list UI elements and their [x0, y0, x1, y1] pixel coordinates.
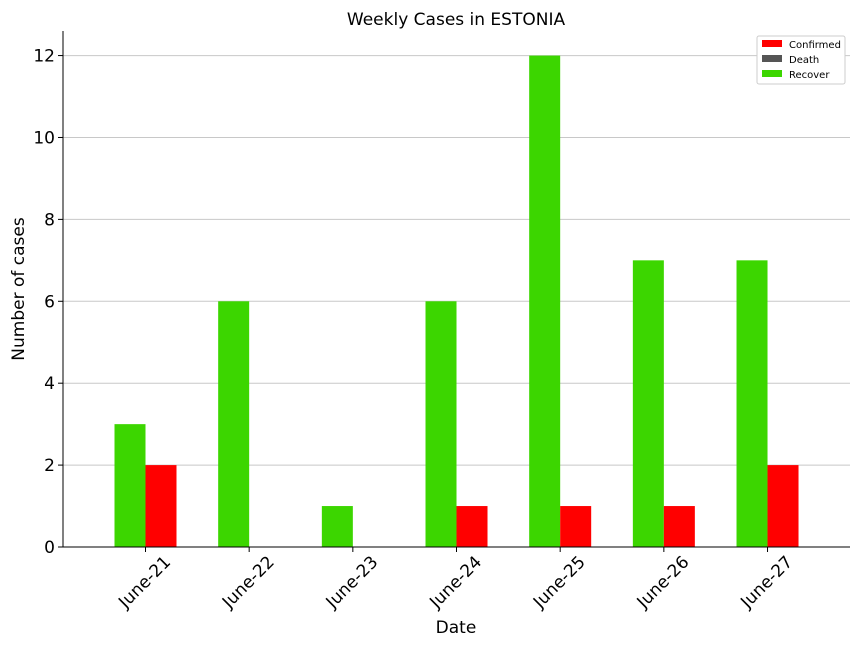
y-ticks: 0 2 4 6 8 10 12 [33, 47, 63, 558]
x-tick-label: June-23 [322, 552, 383, 613]
bar-confirmed [663, 506, 695, 547]
chart-title: Weekly Cases in ESTONIA [347, 10, 566, 30]
x-tick-label: June-24 [425, 552, 486, 613]
legend-swatch-confirmed [762, 40, 782, 47]
x-tick-label: June-25 [529, 552, 590, 613]
bar-recover [529, 55, 561, 547]
y-tick-label: 6 [44, 292, 55, 312]
x-axis-label: Date [436, 618, 477, 638]
y-axis-label: Number of cases [9, 217, 29, 361]
bar-confirmed [456, 506, 488, 547]
bar-confirmed [767, 465, 799, 547]
bar-confirmed [560, 506, 592, 547]
y-tick-label: 10 [33, 128, 55, 148]
legend-swatch-recover [762, 70, 782, 77]
legend-swatch-death [762, 55, 782, 62]
bar-recover [425, 301, 457, 547]
x-tick-label: June-22 [218, 552, 279, 613]
legend-label-confirmed: Confirmed [789, 40, 841, 51]
y-tick-label: 8 [44, 210, 55, 230]
bar-confirmed [145, 465, 177, 547]
bars [114, 55, 799, 547]
x-tick-label: June-21 [114, 552, 175, 613]
legend-label-death: Death [789, 55, 819, 66]
x-tick-label: June-26 [633, 552, 694, 613]
bar-recover [321, 506, 353, 547]
y-tick-label: 4 [44, 374, 55, 394]
x-tick-label: June-27 [736, 552, 797, 613]
legend: Confirmed Death Recover [756, 35, 846, 85]
x-ticks: June-21 June-22 June-23 June-24 June-25 June-… [114, 547, 797, 613]
y-tick-label: 12 [33, 47, 55, 67]
bar-recover [114, 424, 146, 547]
bar-recover [736, 260, 768, 547]
y-tick-label: 2 [44, 456, 55, 476]
y-tick-label: 0 [44, 538, 55, 558]
bar-recover [632, 260, 664, 547]
legend-label-recover: Recover [789, 70, 830, 81]
bar-recover [218, 301, 250, 547]
